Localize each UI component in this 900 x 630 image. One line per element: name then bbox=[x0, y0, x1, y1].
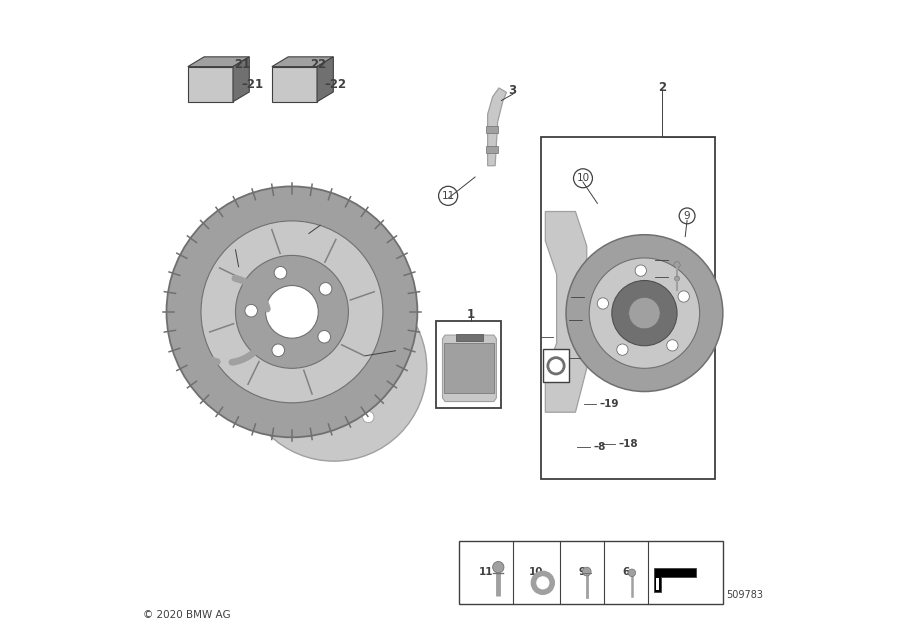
Text: 3: 3 bbox=[508, 84, 517, 97]
Text: 10: 10 bbox=[576, 173, 590, 183]
Circle shape bbox=[363, 411, 374, 423]
Polygon shape bbox=[656, 578, 660, 590]
Bar bbox=[543, 350, 569, 382]
Circle shape bbox=[667, 340, 678, 351]
Bar bbox=[456, 334, 482, 341]
Text: 5: 5 bbox=[316, 215, 324, 229]
Circle shape bbox=[674, 261, 680, 268]
Circle shape bbox=[548, 358, 564, 374]
Circle shape bbox=[582, 567, 591, 576]
Circle shape bbox=[674, 276, 680, 281]
Polygon shape bbox=[443, 335, 497, 401]
Text: –12: –12 bbox=[556, 332, 576, 342]
Circle shape bbox=[566, 235, 723, 391]
Circle shape bbox=[385, 345, 397, 357]
Text: –21: –21 bbox=[242, 77, 264, 91]
Circle shape bbox=[628, 569, 635, 576]
Circle shape bbox=[274, 266, 287, 279]
Circle shape bbox=[236, 255, 348, 369]
Text: © 2020 BMW AG: © 2020 BMW AG bbox=[143, 610, 230, 620]
Circle shape bbox=[678, 291, 689, 302]
Text: 7: 7 bbox=[231, 241, 239, 254]
Text: –20: –20 bbox=[669, 316, 688, 326]
Bar bbox=[459, 541, 723, 604]
Circle shape bbox=[598, 298, 608, 309]
Text: 1: 1 bbox=[466, 309, 475, 321]
Text: –15: –15 bbox=[587, 292, 607, 302]
Circle shape bbox=[318, 331, 330, 343]
Text: –18: –18 bbox=[618, 438, 638, 449]
Polygon shape bbox=[272, 57, 333, 67]
Circle shape bbox=[302, 336, 366, 401]
Text: –13: –13 bbox=[583, 353, 603, 363]
Text: 21: 21 bbox=[234, 57, 250, 71]
Circle shape bbox=[166, 186, 418, 437]
Circle shape bbox=[539, 579, 546, 587]
Polygon shape bbox=[653, 568, 697, 592]
Text: 9: 9 bbox=[684, 211, 690, 221]
Text: 509783: 509783 bbox=[726, 590, 763, 600]
Circle shape bbox=[629, 297, 660, 329]
Text: 4: 4 bbox=[392, 347, 400, 360]
Text: 9: 9 bbox=[578, 567, 585, 577]
Bar bbox=[444, 343, 494, 393]
Polygon shape bbox=[188, 57, 249, 67]
Polygon shape bbox=[272, 67, 317, 101]
Polygon shape bbox=[488, 88, 507, 166]
Circle shape bbox=[266, 285, 319, 338]
Text: –19: –19 bbox=[599, 399, 619, 409]
Circle shape bbox=[201, 221, 382, 403]
Bar bbox=[486, 146, 498, 153]
Text: –14: –14 bbox=[585, 315, 605, 325]
Text: 6: 6 bbox=[191, 313, 197, 323]
Text: 6: 6 bbox=[622, 567, 629, 577]
Circle shape bbox=[616, 344, 628, 355]
Circle shape bbox=[329, 303, 340, 314]
Circle shape bbox=[635, 265, 646, 277]
Circle shape bbox=[245, 304, 257, 317]
Bar bbox=[436, 321, 501, 408]
Text: 22: 22 bbox=[310, 57, 327, 71]
Circle shape bbox=[241, 275, 427, 461]
Text: –22: –22 bbox=[325, 77, 346, 91]
Polygon shape bbox=[188, 67, 233, 101]
Text: 11: 11 bbox=[479, 567, 493, 577]
Text: 10: 10 bbox=[528, 567, 544, 577]
Circle shape bbox=[272, 344, 284, 357]
Circle shape bbox=[612, 280, 677, 346]
Text: –17: –17 bbox=[670, 272, 690, 282]
Bar bbox=[541, 137, 716, 479]
Circle shape bbox=[590, 258, 699, 369]
Circle shape bbox=[320, 283, 332, 295]
Bar bbox=[486, 125, 498, 133]
Text: 2: 2 bbox=[658, 81, 666, 94]
Circle shape bbox=[272, 343, 284, 355]
Polygon shape bbox=[545, 212, 587, 412]
Text: –16: –16 bbox=[670, 255, 690, 265]
Polygon shape bbox=[317, 57, 333, 101]
Circle shape bbox=[292, 410, 304, 421]
Text: –8: –8 bbox=[593, 442, 606, 452]
Circle shape bbox=[492, 561, 504, 573]
Text: 11: 11 bbox=[442, 191, 454, 201]
Polygon shape bbox=[233, 57, 249, 101]
